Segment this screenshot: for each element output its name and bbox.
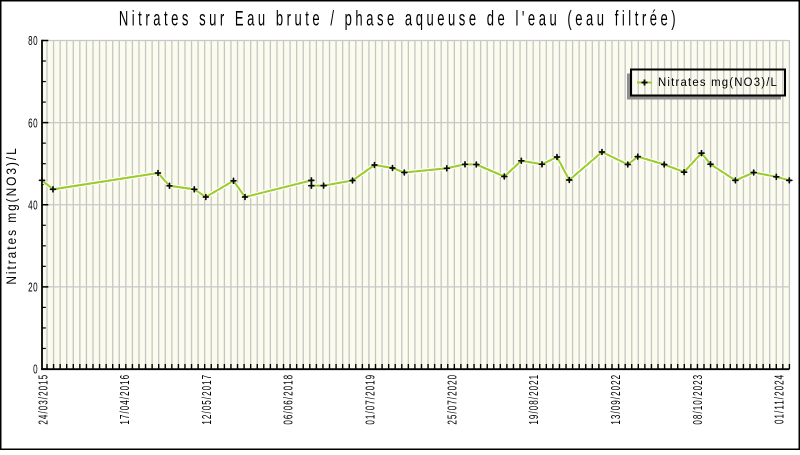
svg-text:0: 0 (33, 363, 38, 377)
svg-text:06/06/2018: 06/06/2018 (282, 374, 296, 425)
svg-text:Nitrates sur Eau brute / phase: Nitrates sur Eau brute / phase aqueuse d… (119, 6, 679, 30)
svg-text:01/11/2024: 01/11/2024 (773, 374, 787, 424)
svg-text:19/08/2021: 19/08/2021 (527, 374, 541, 425)
svg-text:80: 80 (28, 34, 38, 48)
svg-text:Nitrates mg(NO3)/L: Nitrates mg(NO3)/L (658, 76, 778, 89)
svg-text:17/04/2016: 17/04/2016 (118, 374, 132, 425)
svg-text:20: 20 (28, 281, 38, 295)
svg-text:Nitrates mg(NO3)/L: Nitrates mg(NO3)/L (3, 146, 19, 284)
svg-text:25/07/2020: 25/07/2020 (446, 374, 460, 425)
svg-text:40: 40 (28, 199, 38, 213)
svg-text:12/05/2017: 12/05/2017 (200, 374, 214, 425)
svg-text:01/07/2019: 01/07/2019 (364, 374, 378, 425)
svg-text:24/03/2015: 24/03/2015 (36, 374, 50, 425)
svg-text:13/09/2022: 13/09/2022 (609, 374, 623, 425)
svg-text:60: 60 (28, 117, 38, 131)
svg-text:08/10/2023: 08/10/2023 (691, 374, 705, 425)
